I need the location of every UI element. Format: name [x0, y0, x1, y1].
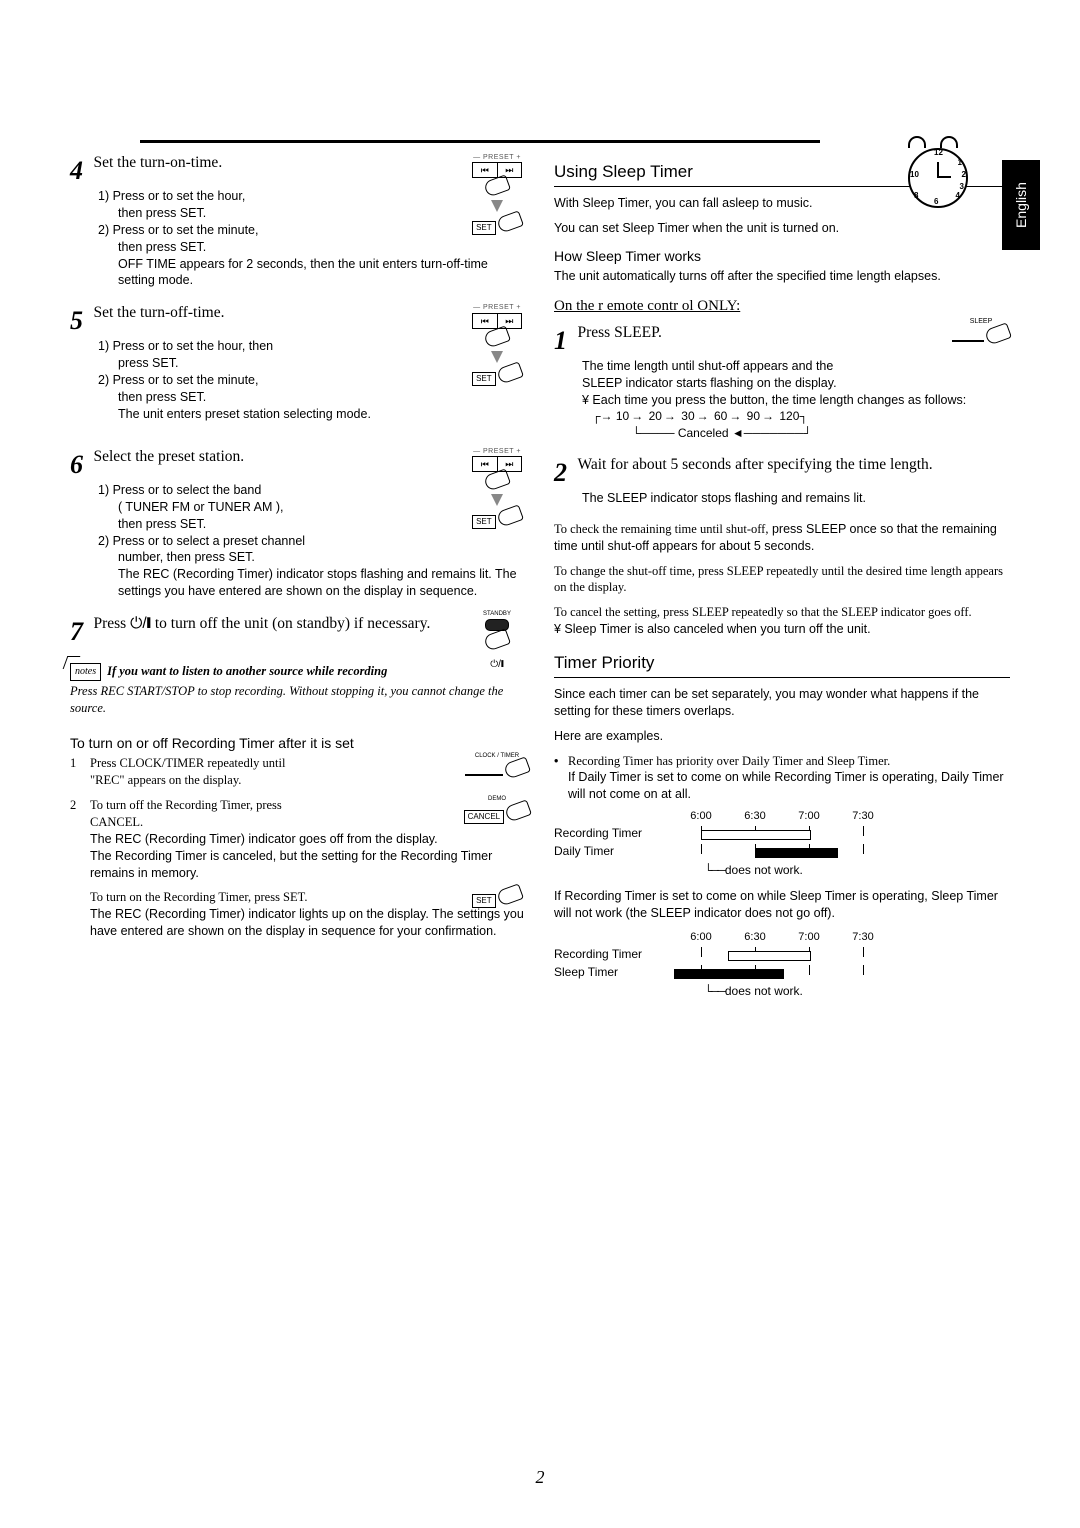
set-key-icon: SET — [472, 515, 496, 529]
bullet: • Recording Timer has priority over Dail… — [554, 753, 1010, 804]
alarm-clock-icon: 12 1 2 3 6 10 8 4 — [900, 130, 990, 220]
timeline-note: does not work. — [704, 862, 1010, 878]
set-key-icon: SET — [462, 887, 532, 908]
set-key-icon: SET — [472, 221, 496, 235]
row-label: Daily Timer — [554, 843, 674, 859]
preset-buttons-icon: — PRESET + ⏮⏭ SET — [462, 153, 532, 235]
remote-only-label: On the r emote contr ol ONLY: — [554, 296, 1010, 316]
preset-buttons-icon: — PRESET + ⏮⏭ SET — [462, 303, 532, 385]
step-title: Select the preset station. — [93, 448, 244, 465]
rec-item-3: To turn on the Recording Timer, press SE… — [70, 889, 526, 940]
notes-block: notes If you want to listen to another s… — [70, 663, 526, 681]
instr: The REC (Recording Timer) indicator goes… — [90, 832, 438, 846]
step-number: 6 — [70, 447, 90, 482]
instr: then press SET. — [118, 389, 526, 406]
step-title: Wait for about 5 seconds after specifyin… — [577, 456, 932, 473]
instr: To turn on the Recording Timer, press SE… — [90, 890, 307, 904]
standby-button-icon: STANDBY ⏻/❙ — [462, 610, 532, 671]
cancel-key-icon: DEMO CANCEL — [462, 795, 532, 824]
text: If Recording Timer is set to come on whi… — [554, 888, 1010, 922]
instr: ¥ Each time you press the button, the ti… — [582, 392, 1010, 409]
timeline-1: 6:00 6:30 7:00 7:30 Recording Timer Dail… — [554, 809, 1010, 878]
text: Recording Timer has priority over Daily … — [568, 754, 890, 768]
timeline-2: 6:00 6:30 7:00 7:30 Recording Timer Slee… — [554, 930, 1010, 999]
rec-item-2: 2 To turn off the Recording Timer, press… — [70, 797, 526, 881]
manual-page: English 12 1 2 3 6 10 8 4 4 Set the turn… — [0, 0, 1080, 1528]
step-title: Press ⏻/❙ to turn off the unit (on stand… — [93, 615, 430, 632]
instr: CANCEL. — [90, 815, 143, 829]
tick-label: 7:00 — [782, 809, 836, 824]
page-number: 2 — [0, 1467, 1080, 1488]
sleep-key-icon: SLEEP — [946, 317, 1016, 346]
language-label: English — [1013, 182, 1029, 228]
step-number: 4 — [70, 153, 90, 188]
sleep-step-2: 2 Wait for about 5 seconds after specify… — [554, 455, 1010, 507]
divider — [140, 140, 820, 143]
instr: The REC (Recording Timer) indicator stop… — [118, 566, 526, 600]
how-works-heading: How Sleep Timer works — [554, 247, 1010, 266]
instr: The Recording Timer is canceled, but the… — [90, 849, 492, 880]
tick-label: 6:00 — [674, 809, 728, 824]
rec-item-1: 1 Press CLOCK/TIMER repeatedly until "RE… — [70, 755, 526, 789]
instr: Press CLOCK/TIMER repeatedly until — [90, 756, 285, 770]
left-column: 4 Set the turn-on-time. 1) Press or to s… — [70, 153, 526, 999]
instr: The unit enters preset station selecting… — [118, 406, 526, 423]
sleep-step-1: 1 Press SLEEP. The time length until shu… — [554, 323, 1010, 441]
language-tab: English — [1002, 160, 1040, 250]
step-number: 1 — [554, 323, 574, 358]
step-title: Set the turn-on-time. — [93, 154, 222, 171]
step-number: 7 — [70, 614, 90, 649]
clock-timer-key-icon: CLOCK / TIMER — [462, 753, 532, 780]
step-title: Press SLEEP. — [577, 324, 661, 341]
notes-heading: If you want to listen to another source … — [107, 663, 387, 680]
instr: The time length until shut-off appears a… — [582, 358, 1010, 375]
step-6: 6 Select the preset station. 1) Press or… — [70, 447, 526, 600]
sleep-flow-diagram: ┌→ 10→ 20→ 30→ 60→ 90→ 120┐ └──── Cancel… — [592, 408, 1010, 440]
set-key-icon: SET — [472, 372, 496, 386]
row-label: Recording Timer — [554, 946, 674, 962]
instr: number, then press SET. — [118, 549, 526, 566]
text: To cancel the setting, press SLEEP repea… — [554, 604, 1010, 638]
preset-buttons-icon: — PRESET + ⏮⏭ SET — [462, 447, 532, 529]
step-number: 2 — [554, 455, 574, 490]
standby-icon: ⏻/❙ — [130, 615, 151, 632]
notes-icon: notes — [70, 663, 101, 681]
text: You can set Sleep Timer when the unit is… — [554, 220, 1010, 237]
timeline-note: does not work. — [704, 983, 1010, 999]
text: The unit automatically turns off after t… — [554, 268, 1010, 285]
content-columns: 4 Set the turn-on-time. 1) Press or to s… — [70, 153, 1010, 999]
instr: OFF TIME appears for 2 seconds, then the… — [118, 256, 526, 290]
timer-priority-heading: Timer Priority — [554, 652, 1010, 678]
step-5: 5 Set the turn-off-time. 1) Press or to … — [70, 303, 526, 422]
tick-label: 6:00 — [674, 930, 728, 945]
step-4: 4 Set the turn-on-time. 1) Press or to s… — [70, 153, 526, 289]
step-number: 5 — [70, 303, 90, 338]
step-title: Set the turn-off-time. — [93, 304, 224, 321]
instr: SLEEP indicator starts flashing on the d… — [582, 375, 1010, 392]
text: Here are examples. — [554, 728, 1010, 745]
tick-label: 6:30 — [728, 930, 782, 945]
tick-label: 6:30 — [728, 809, 782, 824]
instr: To turn off the Recording Timer, press — [90, 798, 282, 812]
text: Since each timer can be set separately, … — [554, 686, 1010, 720]
instr: "REC" appears on the display. — [90, 773, 241, 787]
instr: The REC (Recording Timer) indicator ligh… — [90, 907, 524, 938]
text: If Daily Timer is set to come on while R… — [568, 770, 1004, 801]
instr: The SLEEP indicator stops flashing and r… — [582, 490, 1010, 507]
row-label: Sleep Timer — [554, 964, 674, 980]
instr: then press SET. — [118, 239, 526, 256]
rec-timer-heading: To turn on or off Recording Timer after … — [70, 734, 526, 753]
right-column: Using Sleep Timer With Sleep Timer, you … — [554, 153, 1010, 999]
instr: 2) Press or to select a preset channel — [98, 533, 526, 550]
step-7: 7 Press ⏻/❙ to turn off the unit (on sta… — [70, 614, 526, 649]
text: To change the shut-off time, press SLEEP… — [554, 563, 1010, 597]
tick-label: 7:30 — [836, 809, 890, 824]
row-label: Recording Timer — [554, 825, 674, 841]
tick-label: 7:30 — [836, 930, 890, 945]
tick-label: 7:00 — [782, 930, 836, 945]
notes-body: Press REC START/STOP to stop recording. … — [70, 683, 526, 717]
text: To check the remaining time until shut-o… — [554, 521, 1010, 555]
